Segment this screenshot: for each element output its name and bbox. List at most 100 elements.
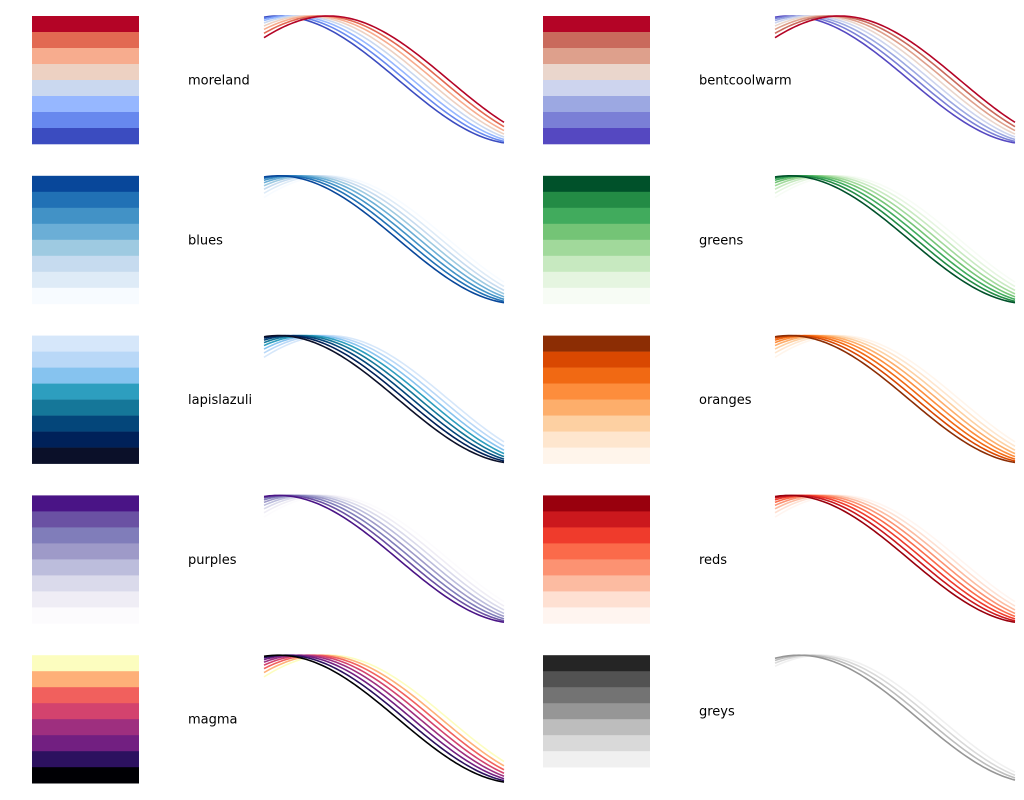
swatch-band bbox=[32, 719, 139, 736]
swatch-band bbox=[543, 671, 650, 688]
series-line bbox=[774, 174, 1016, 295]
panel-lapislazuli: lapislazuli bbox=[32, 334, 505, 464]
swatch-band bbox=[543, 80, 650, 97]
swatch-band bbox=[32, 527, 139, 544]
swatch-band bbox=[32, 271, 139, 289]
series-line bbox=[774, 654, 1016, 781]
swatch-band bbox=[543, 16, 650, 33]
panel-moreland: moreland bbox=[32, 15, 505, 145]
colormap-label: lapislazuli bbox=[188, 393, 252, 408]
series-line bbox=[263, 334, 505, 464]
series-line bbox=[774, 334, 1016, 464]
panel-blues: blues bbox=[32, 174, 505, 305]
series-line bbox=[263, 15, 505, 132]
series-line bbox=[263, 494, 505, 618]
series-line bbox=[774, 15, 1016, 128]
lines-lapislazuli bbox=[263, 334, 505, 464]
series-line bbox=[774, 15, 1016, 138]
swatch-band bbox=[32, 431, 139, 448]
swatch-band bbox=[32, 511, 139, 528]
series-line bbox=[774, 15, 1016, 123]
swatch-band bbox=[32, 255, 139, 273]
series-line bbox=[774, 15, 1016, 132]
swatch-band bbox=[32, 223, 139, 241]
series-line bbox=[263, 494, 505, 620]
swatch-magma bbox=[32, 655, 139, 784]
swatch-band bbox=[32, 239, 139, 257]
colormap-label: reds bbox=[699, 553, 727, 568]
series-line bbox=[774, 174, 1016, 303]
swatch-band bbox=[32, 16, 139, 33]
swatch-band bbox=[32, 687, 139, 704]
series-line bbox=[774, 494, 1016, 624]
series-line bbox=[263, 15, 505, 128]
series-line bbox=[774, 494, 1016, 615]
series-line bbox=[263, 654, 505, 777]
series-line bbox=[263, 494, 505, 615]
swatch-band bbox=[32, 671, 139, 688]
swatch-band bbox=[543, 351, 650, 368]
swatch-band bbox=[32, 751, 139, 768]
panel-magma: magma bbox=[32, 654, 505, 784]
swatch-band bbox=[543, 239, 650, 257]
series-line bbox=[774, 654, 1016, 777]
swatch-band bbox=[32, 64, 139, 81]
colormap-label: purples bbox=[188, 553, 237, 568]
series-line bbox=[774, 654, 1016, 779]
swatch-band bbox=[543, 367, 650, 384]
series-line bbox=[774, 334, 1016, 460]
swatch-band bbox=[543, 207, 650, 225]
colormap-label: magma bbox=[188, 713, 238, 728]
swatch-band bbox=[32, 495, 139, 512]
swatch-band bbox=[543, 48, 650, 65]
panel-reds: reds bbox=[543, 494, 1016, 624]
series-line bbox=[774, 494, 1016, 618]
series-line bbox=[263, 334, 505, 462]
swatch-band bbox=[32, 543, 139, 560]
lines-greens bbox=[774, 174, 1016, 304]
swatch-band bbox=[32, 735, 139, 752]
swatch-band bbox=[543, 431, 650, 448]
swatch-band bbox=[543, 511, 650, 528]
series-line bbox=[263, 334, 505, 458]
swatch-band bbox=[543, 112, 650, 129]
colormap-label: blues bbox=[188, 233, 223, 248]
swatch-bentcoolwarm bbox=[543, 16, 650, 145]
swatch-band bbox=[543, 447, 650, 464]
series-line bbox=[263, 334, 505, 460]
swatch-band bbox=[543, 64, 650, 81]
swatch-band bbox=[543, 271, 650, 289]
swatch-band bbox=[32, 399, 139, 416]
swatch-reds bbox=[543, 495, 650, 624]
series-line bbox=[263, 174, 505, 295]
swatch-lapislazuli bbox=[32, 335, 139, 464]
series-line bbox=[774, 15, 1016, 135]
swatch-band bbox=[32, 175, 139, 193]
lines-blues bbox=[263, 174, 505, 304]
colormap-label: moreland bbox=[188, 74, 250, 89]
colormap-label: oranges bbox=[699, 393, 752, 408]
series-line bbox=[263, 15, 505, 144]
swatch-band bbox=[543, 527, 650, 544]
swatch-band bbox=[543, 287, 650, 305]
series-line bbox=[263, 654, 505, 774]
swatch-band bbox=[543, 687, 650, 704]
swatch-greens bbox=[543, 175, 650, 305]
swatch-band bbox=[543, 175, 650, 193]
swatch-band bbox=[32, 559, 139, 576]
swatch-band bbox=[32, 415, 139, 432]
swatch-band bbox=[32, 207, 139, 225]
swatch-blues bbox=[32, 175, 139, 305]
swatch-band bbox=[543, 655, 650, 672]
swatch-band bbox=[32, 607, 139, 624]
series-line bbox=[774, 494, 1016, 622]
swatch-band bbox=[543, 383, 650, 400]
series-line bbox=[774, 494, 1016, 620]
swatch-oranges bbox=[543, 335, 650, 464]
swatch-band bbox=[543, 543, 650, 560]
swatch-band bbox=[32, 447, 139, 464]
swatch-band bbox=[543, 223, 650, 241]
series-line bbox=[263, 175, 505, 298]
swatch-band bbox=[32, 80, 139, 97]
